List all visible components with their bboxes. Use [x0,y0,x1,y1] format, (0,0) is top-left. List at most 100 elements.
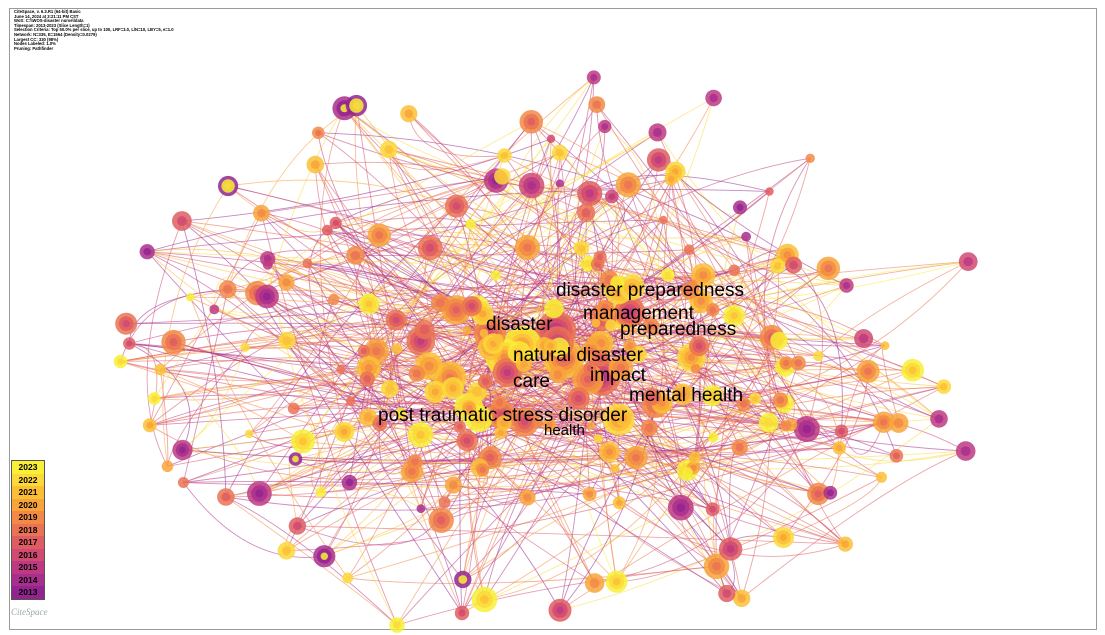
keyword-node[interactable] [816,256,841,281]
keyword-node[interactable] [955,441,976,461]
keyword-node[interactable] [702,385,724,407]
keyword-node[interactable] [148,392,161,405]
keyword-node[interactable] [577,180,603,207]
keyword-node[interactable] [247,481,272,506]
keyword-node[interactable] [718,584,736,603]
keyword-node[interactable] [708,432,719,443]
keyword-node[interactable] [779,356,793,370]
keyword-label-impact[interactable]: impact [590,365,647,386]
keyword-node[interactable] [733,200,747,215]
keyword-node[interactable] [643,317,659,334]
keyword-node[interactable] [688,279,698,289]
keyword-node[interactable] [471,586,498,613]
keyword-node[interactable] [958,252,978,271]
keyword-node[interactable] [612,496,626,510]
keyword-node[interactable] [462,401,477,416]
keyword-node[interactable] [718,537,743,561]
keyword-node[interactable] [765,187,774,196]
keyword-node[interactable] [424,380,447,403]
keyword-node[interactable] [346,396,356,406]
keyword-node[interactable] [542,418,557,433]
keyword-node[interactable] [358,293,380,315]
keyword-node[interactable] [288,517,307,535]
keyword-node[interactable] [444,194,469,218]
keyword-node[interactable] [936,379,952,395]
keyword-node[interactable] [770,331,788,350]
keyword-node[interactable] [546,134,556,143]
keyword-node[interactable] [519,110,544,134]
keyword-node[interactable] [462,325,472,336]
keyword-node[interactable] [584,573,605,593]
keyword-node[interactable] [736,397,751,412]
keyword-node[interactable] [278,274,295,291]
keyword-node[interactable] [723,304,745,327]
keyword-node[interactable] [667,494,694,521]
keyword-node[interactable] [619,274,645,301]
keyword-node[interactable] [453,420,466,433]
keyword-node[interactable] [790,355,806,371]
keyword-node[interactable] [139,244,155,260]
keyword-node[interactable] [336,364,346,374]
keyword-label-health[interactable]: health [544,422,585,439]
keyword-node[interactable] [454,605,470,621]
keyword-node[interactable] [608,355,634,381]
keyword-node[interactable] [416,504,426,514]
keyword-node[interactable] [313,545,336,568]
keyword-node[interactable] [492,358,522,388]
keyword-node[interactable] [839,278,854,293]
keyword-node[interactable] [494,168,511,185]
keyword-node[interactable] [287,402,300,415]
keyword-node[interactable] [605,570,628,593]
keyword-node[interactable] [555,179,564,188]
keyword-node[interactable] [334,421,355,442]
keyword-node[interactable] [551,144,568,161]
keyword-node[interactable] [244,429,254,439]
keyword-node[interactable] [703,553,730,580]
keyword-node[interactable] [591,318,601,328]
keyword-node[interactable] [514,235,541,261]
keyword-node[interactable] [487,400,516,430]
keyword-node[interactable] [154,363,167,376]
keyword-node[interactable] [518,172,545,199]
keyword-node[interactable] [683,244,695,255]
keyword-node[interactable] [400,105,418,123]
keyword-node[interactable] [113,354,128,369]
keyword-node[interactable] [548,598,572,622]
keyword-node[interactable] [496,415,512,431]
keyword-node[interactable] [610,464,620,474]
keyword-node[interactable] [357,344,370,358]
keyword-node[interactable] [706,303,720,317]
keyword-node[interactable] [854,329,874,349]
keyword-node[interactable] [329,216,342,229]
keyword-node[interactable] [492,395,507,410]
keyword-node[interactable] [769,258,786,274]
keyword-node[interactable] [592,349,609,367]
keyword-node[interactable] [598,119,612,134]
keyword-node[interactable] [705,502,720,517]
keyword-node[interactable] [161,329,186,355]
keyword-node[interactable] [391,343,403,355]
keyword-node[interactable] [177,477,189,488]
keyword-node[interactable] [785,256,803,274]
keyword-node[interactable] [733,589,751,607]
keyword-node[interactable] [478,374,493,389]
keyword-node[interactable] [277,541,296,560]
keyword-node[interactable] [573,240,590,257]
keyword-node[interactable] [586,421,596,430]
keyword-node[interactable] [341,474,358,491]
keyword-node[interactable] [476,463,490,477]
keyword-node[interactable] [278,331,296,350]
keyword-node[interactable] [479,328,489,338]
keyword-node[interactable] [688,451,701,464]
keyword-label-disaster-preparedness[interactable]: disaster preparedness [556,280,744,301]
keyword-node[interactable] [359,371,375,387]
keyword-node[interactable] [567,387,590,410]
keyword-node[interactable] [346,246,365,265]
keyword-node[interactable] [345,94,368,117]
keyword-node[interactable] [395,407,407,420]
keyword-node[interactable] [772,392,789,408]
keyword-node[interactable] [209,304,220,315]
keyword-node[interactable] [880,341,890,350]
keyword-node[interactable] [218,175,239,197]
keyword-label-preparedness[interactable]: preparedness [620,319,736,340]
